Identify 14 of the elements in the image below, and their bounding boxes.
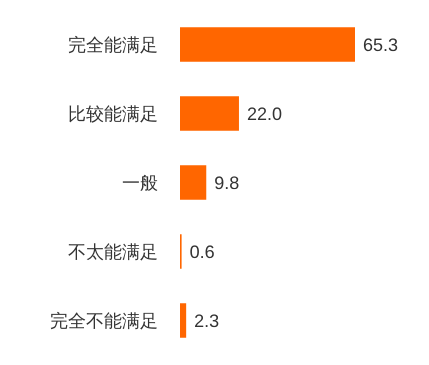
data-label: 65.3 bbox=[363, 34, 398, 55]
bar bbox=[180, 165, 206, 200]
data-label: 22.0 bbox=[246, 104, 282, 124]
bar bbox=[180, 303, 186, 338]
y-tick-label: 不太能满足 bbox=[68, 242, 158, 262]
y-tick-label: 完全能满足 bbox=[68, 34, 158, 55]
bar bbox=[180, 27, 355, 62]
data-label: 0.6 bbox=[190, 242, 215, 262]
y-tick-label: 一般 bbox=[122, 172, 158, 193]
y-tick-label: 比较能满足 bbox=[68, 104, 158, 124]
data-label: 2.3 bbox=[194, 310, 220, 331]
bar bbox=[180, 96, 239, 131]
data-label: 9.8 bbox=[214, 172, 240, 193]
y-tick-label: 完全不能满足 bbox=[50, 310, 158, 331]
